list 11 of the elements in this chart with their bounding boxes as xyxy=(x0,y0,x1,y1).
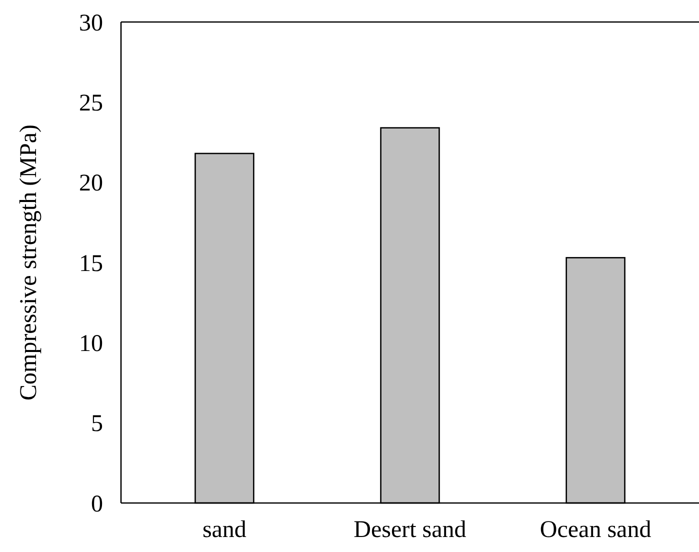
x-tick-label: Desert sand xyxy=(354,517,466,543)
x-tick-label: Ocean sand xyxy=(540,517,652,543)
y-tick-label: 0 xyxy=(91,491,103,518)
y-tick-label: 30 xyxy=(79,10,103,36)
x-tick-label: sand xyxy=(202,517,246,543)
y-tick-label: 10 xyxy=(79,331,103,358)
y-tick-label: 20 xyxy=(79,170,103,197)
y-tick-label: 5 xyxy=(91,411,103,438)
y-tick-label: 25 xyxy=(79,90,103,117)
y-tick-label: 15 xyxy=(79,250,103,277)
y-axis-title: Compressive strength (MPa) xyxy=(16,124,42,400)
